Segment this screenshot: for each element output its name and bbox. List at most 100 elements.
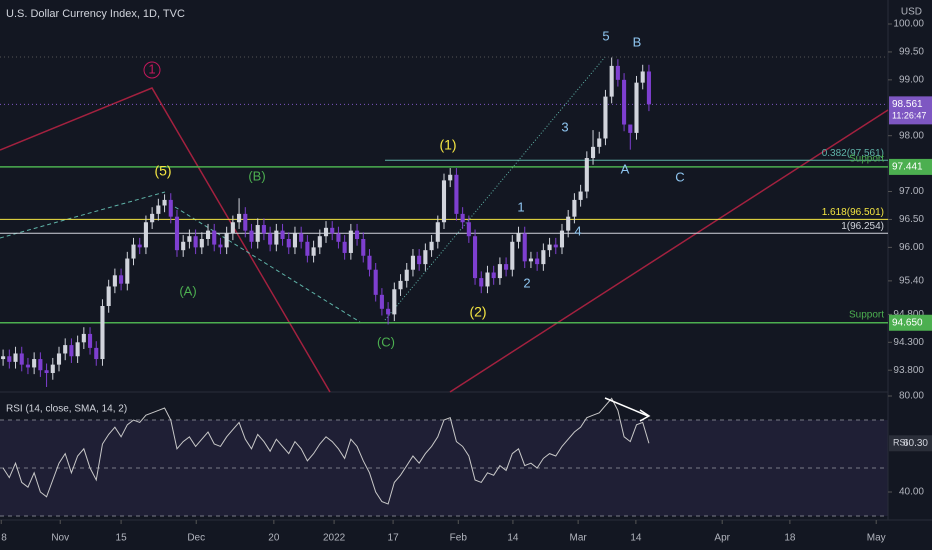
y-tick-label: 95.40 — [899, 276, 924, 287]
y-tick-label: 94.300 — [893, 337, 924, 348]
candle-body — [615, 65, 620, 80]
candle-body — [404, 269, 409, 281]
candle-body — [516, 233, 521, 242]
candle-body — [491, 272, 496, 279]
support-price-box — [889, 158, 932, 175]
candle-body — [218, 244, 223, 248]
candle-body — [622, 79, 627, 125]
x-tick-label: 18 — [784, 533, 796, 544]
candle-body — [69, 345, 74, 357]
candle-body — [323, 227, 329, 237]
divergence-arrow — [604, 397, 649, 417]
candle-body — [50, 364, 55, 374]
candle-body — [168, 199, 173, 217]
candle-body — [590, 146, 596, 159]
candle-body — [386, 308, 391, 315]
y-tick-label: 80.00 — [899, 391, 924, 402]
candle-body — [311, 247, 316, 256]
y-tick-label: 97.00 — [899, 186, 924, 197]
candle-body — [205, 230, 211, 239]
support-price: 97.441 — [892, 162, 923, 173]
candle-body — [19, 353, 24, 365]
candle-body — [75, 342, 80, 357]
fib-label: 1(96.254) — [841, 221, 884, 232]
candle-body — [187, 236, 192, 242]
rsi-name: RSI — [893, 438, 908, 448]
candle-body — [429, 241, 434, 251]
x-tick-label: 2022 — [323, 533, 346, 544]
candle-body — [504, 264, 509, 270]
candle-body — [230, 222, 235, 234]
wave-label: 2 — [523, 275, 530, 290]
candle-body — [106, 286, 111, 307]
candle-body — [143, 222, 148, 248]
last-price: 98.561 — [892, 99, 923, 110]
candle-body — [56, 353, 62, 365]
wave-line — [0, 191, 166, 239]
candle-body — [435, 222, 440, 242]
wave-circle — [143, 61, 161, 79]
candle-body — [131, 244, 136, 259]
candle-body — [578, 191, 583, 200]
candle-body — [379, 294, 384, 309]
candle-body — [1, 356, 6, 360]
candle-body — [87, 333, 93, 348]
support-label: Support — [849, 154, 884, 165]
trend-line — [449, 109, 889, 393]
candle-body — [261, 225, 266, 234]
arrow-head — [639, 409, 651, 422]
x-tick-label: Nov — [51, 533, 69, 544]
candle-body — [367, 255, 372, 270]
candle-body — [466, 222, 471, 237]
x-tick-label: Apr — [714, 533, 730, 544]
candle-body — [224, 233, 229, 248]
candle-body — [510, 241, 515, 270]
candle-body — [646, 71, 651, 105]
candle-body — [305, 241, 310, 256]
wave-label: (5) — [154, 163, 171, 179]
wave-label: 3 — [561, 119, 568, 134]
candle-body — [603, 96, 608, 139]
fib-label: 0.382(97.561) — [822, 148, 884, 159]
chart-title: U.S. Dollar Currency Index, 1D, TVC — [6, 8, 185, 20]
candle-body — [417, 255, 422, 265]
candle-body — [460, 213, 465, 223]
candle-body — [199, 238, 204, 248]
x-tick-label: Feb — [450, 533, 468, 544]
candle-body — [119, 275, 124, 284]
candle-body — [572, 199, 577, 217]
candle-body — [454, 174, 459, 214]
candle-body — [410, 255, 416, 270]
candle-body — [472, 236, 478, 279]
candle-body — [280, 230, 285, 239]
countdown: 11:26:47 — [892, 111, 926, 121]
support-label: Support — [849, 309, 884, 320]
x-tick-label: 17 — [388, 533, 400, 544]
wave-line — [384, 56, 606, 321]
candle-body — [150, 213, 155, 223]
candle-body — [94, 347, 99, 360]
wave-label: 5 — [602, 28, 609, 43]
x-tick-label: 14 — [630, 533, 642, 544]
candle-body — [112, 275, 117, 287]
candle-body — [125, 258, 130, 284]
candle-body — [100, 306, 105, 360]
candle-body — [584, 158, 589, 192]
candle-body — [423, 250, 428, 265]
y-tick-label: 94.800 — [893, 309, 924, 320]
candle-body — [137, 244, 142, 248]
candle-body — [156, 205, 161, 214]
wave-label: (A) — [179, 283, 196, 298]
candle-body — [32, 359, 37, 368]
y-tick-label: 96.50 — [899, 214, 924, 225]
wave-label: (B) — [248, 168, 265, 183]
y-tick-label: 96.00 — [899, 242, 924, 253]
candle-body — [528, 258, 533, 262]
candle-body — [81, 333, 86, 343]
candle-body — [398, 280, 403, 290]
candle-body — [286, 238, 291, 248]
candle-body — [249, 230, 254, 242]
x-tick-label: May — [867, 533, 886, 544]
trend-line — [0, 87, 331, 393]
